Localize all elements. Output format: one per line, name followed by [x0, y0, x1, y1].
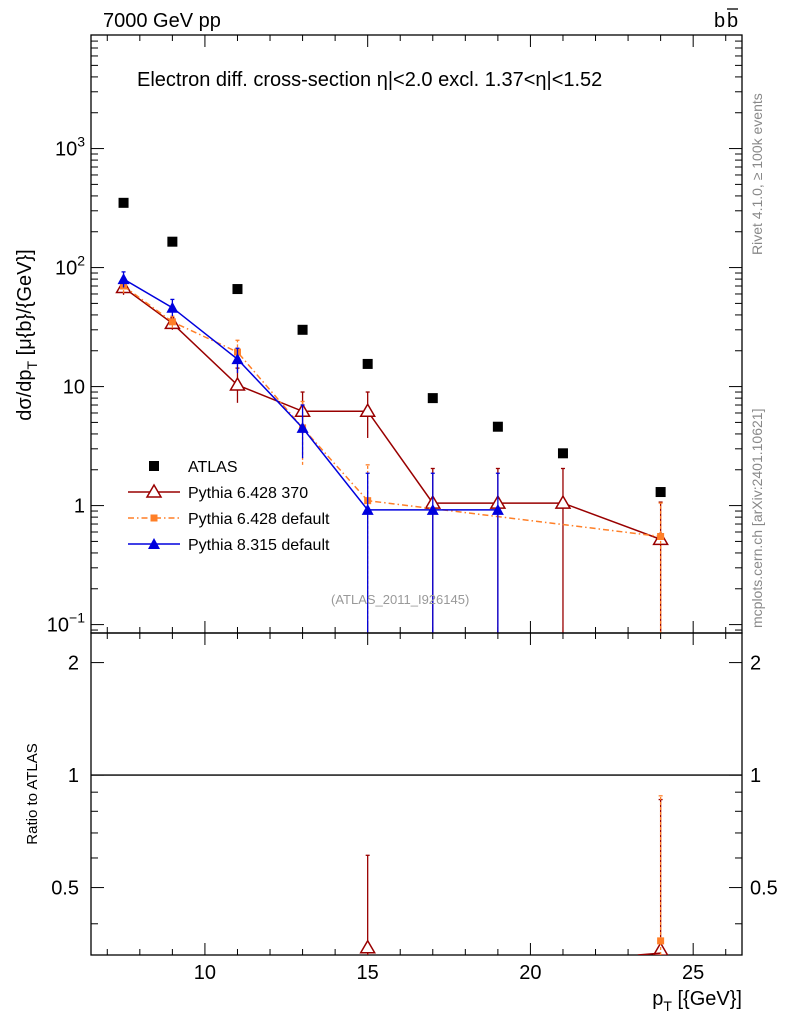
ratio-y-tick-label-left: 1: [68, 765, 79, 787]
y-tick-label: 10−1: [47, 610, 85, 637]
legend-entry: ATLAS: [149, 459, 238, 476]
data-point: [427, 393, 438, 404]
ratio-panel: 0.5 0.5 1 1 2 2 10 15 20 25: [51, 632, 778, 984]
data-point: [362, 358, 373, 369]
data-point: [554, 494, 572, 509]
main-panel: 10−1 1 10 102 103 Electron diff. cross-secti…: [47, 34, 743, 637]
watermark-label: (ATLAS_2011_I926145): [331, 592, 469, 607]
legend-marker: [150, 514, 158, 522]
legend-label: Pythia 6.428 default: [188, 511, 330, 528]
process-label-bbar: b: [727, 10, 738, 32]
data-point: [297, 324, 308, 335]
data-point: [657, 532, 665, 540]
data-point: [492, 421, 503, 432]
data-point: [359, 402, 376, 418]
data-point: [557, 448, 568, 459]
legend-marker: [145, 483, 163, 498]
data-point: [361, 503, 374, 515]
data-point: [166, 301, 179, 313]
x-tick-label: 15: [357, 962, 379, 984]
y-tick-label: 102: [55, 253, 85, 280]
data-point: [232, 284, 243, 295]
process-label: b b: [714, 8, 738, 32]
legend-label: ATLAS: [188, 459, 238, 476]
data-point: [491, 503, 504, 515]
ratio-tick-labels: 0.5 0.5 1 1 2 2 10 15 20 25: [51, 653, 778, 984]
y-tick-label: 10: [63, 377, 85, 399]
ratio-series-line: [637, 952, 661, 955]
x-tick-label: 25: [682, 962, 704, 984]
data-point: [426, 503, 439, 515]
series-atlas: [118, 197, 666, 498]
x-axis-label: pT [{GeV}]: [652, 988, 742, 1014]
main-y-tick-labels: 10−1 1 10 102 103: [47, 134, 85, 637]
rivet-label: Rivet 4.1.0, ≥ 100k events: [749, 93, 765, 255]
legend-entry: Pythia 6.428 370: [128, 483, 308, 502]
legend-label: Pythia 8.315 default: [188, 537, 330, 554]
ratio-frame: [90, 632, 743, 956]
data-point: [118, 197, 129, 208]
ratio-y-axis-label: Ratio to ATLAS: [24, 743, 41, 844]
ratio-y-tick-label-left: 2: [68, 653, 79, 675]
ratio-series-pythia-6-428-default: [657, 795, 665, 955]
data-point: [231, 353, 244, 365]
energy-label: 7000 GeV pp: [103, 10, 221, 32]
legend-marker: [149, 461, 159, 471]
mcplots-label: mcplots.cern.ch [arXiv:2401.10621]: [749, 409, 765, 628]
ratio-y-tick-label-right: 0.5: [750, 878, 778, 900]
data-point: [117, 273, 130, 285]
ratio-axis-ticks: [91, 633, 742, 955]
series-line: [123, 285, 661, 538]
x-tick-label: 10: [194, 962, 216, 984]
y-tick-label: 103: [55, 134, 85, 161]
data-point: [296, 421, 309, 433]
legend-marker: [148, 538, 160, 549]
legend-entry: Pythia 8.315 default: [128, 537, 330, 554]
series-line: [123, 278, 498, 511]
ratio-data-layer: [359, 795, 669, 955]
series-pythia-8-315-default: [117, 271, 504, 633]
data-point: [655, 487, 666, 498]
main-data-layer: [115, 197, 669, 633]
ratio-y-tick-label-right: 2: [750, 653, 761, 675]
main-y-axis-label: dσ/dpT [μ{b}/{GeV}]: [14, 249, 40, 420]
ratio-data-point: [657, 937, 665, 945]
ratio-series-pythia-6-428-370: [359, 798, 669, 955]
data-point: [229, 376, 246, 391]
ratio-y-tick-label-right: 1: [750, 765, 761, 787]
ratio-y-tick-label-left: 0.5: [51, 878, 79, 900]
svg-text:pT [{GeV}]: pT [{GeV}]: [652, 988, 742, 1014]
ratio-data-point: [359, 939, 376, 954]
legend-label: Pythia 6.428 370: [188, 485, 308, 502]
data-point: [168, 318, 176, 326]
legend: ATLAS Pythia 6.428 370 Pythia 6.428 defaul…: [128, 459, 330, 554]
legend-entry: Pythia 6.428 default: [128, 511, 330, 528]
chart-title: Electron diff. cross-section η|<2.0 excl…: [137, 69, 602, 91]
x-tick-label: 20: [519, 962, 541, 984]
y-tick-label: 1: [74, 496, 85, 518]
data-point: [167, 236, 178, 247]
process-label-b: b: [714, 10, 725, 32]
svg-text:dσ/dpT [μ{b}/{GeV}]: dσ/dpT [μ{b}/{GeV}]: [14, 249, 40, 420]
